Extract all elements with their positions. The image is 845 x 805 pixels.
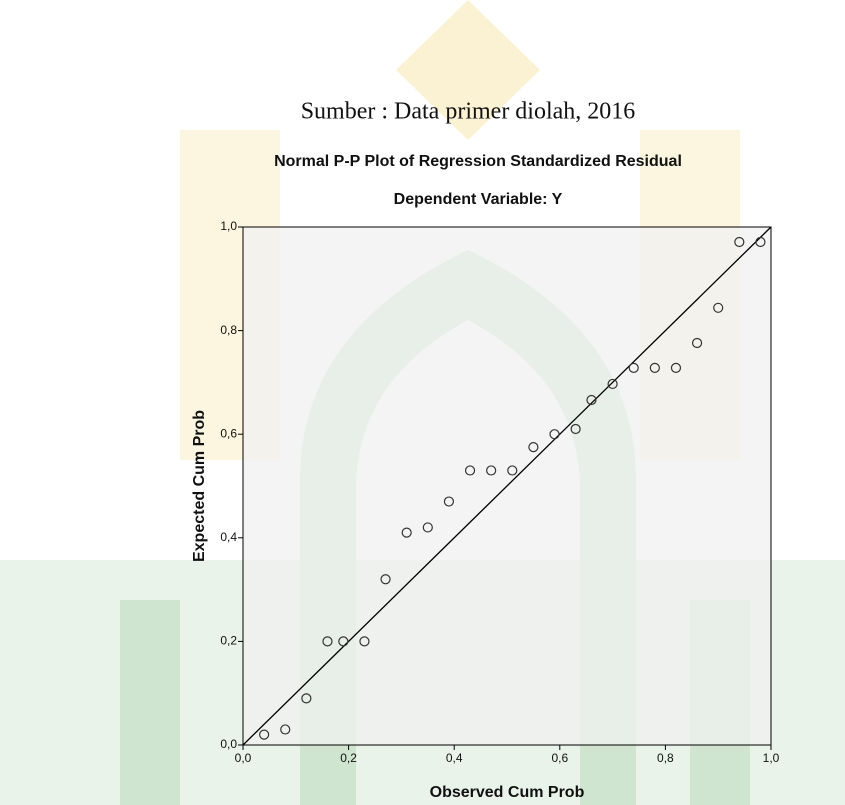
point xyxy=(649,362,660,373)
point xyxy=(670,362,682,373)
point xyxy=(549,429,560,440)
point xyxy=(570,423,581,435)
point xyxy=(528,442,539,453)
caption: Sumber : Data primer diolah, 2016 xyxy=(301,99,636,125)
point xyxy=(464,465,476,476)
y-tick-label: 0,0 xyxy=(220,737,237,751)
point xyxy=(280,724,291,735)
reference-line xyxy=(242,226,772,746)
point xyxy=(486,465,497,476)
y-axis-label: Expected Cum Prob xyxy=(191,410,208,562)
point xyxy=(443,496,455,507)
y-tick-label: 0,8 xyxy=(220,323,237,337)
point xyxy=(586,394,597,406)
point xyxy=(628,362,639,373)
x-tick-label: 0,2 xyxy=(340,751,357,765)
point xyxy=(507,465,518,476)
point xyxy=(755,236,766,248)
point xyxy=(401,527,412,538)
x-tick-label: 0,0 xyxy=(235,751,252,765)
point xyxy=(422,522,433,533)
point xyxy=(380,574,391,585)
x-tick-label: 0,6 xyxy=(551,751,568,765)
x-axis-label: Observed Cum Prob xyxy=(430,784,585,801)
point xyxy=(691,337,703,349)
point xyxy=(301,693,312,704)
y-tick-label: 1,0 xyxy=(220,219,237,233)
point xyxy=(734,236,745,248)
point xyxy=(338,636,349,647)
x-tick-label: 0,4 xyxy=(446,751,463,765)
point xyxy=(713,302,724,313)
x-tick-label: 1,0 xyxy=(763,751,780,765)
point xyxy=(322,636,333,647)
chart-title: Normal P-P Plot of Regression Standardiz… xyxy=(274,153,682,170)
point xyxy=(259,729,270,740)
y-tick-label: 0,4 xyxy=(220,530,237,544)
x-tick-label: 0,8 xyxy=(657,751,674,765)
point xyxy=(607,378,618,390)
point xyxy=(359,636,370,647)
y-tick-label: 0,6 xyxy=(220,426,237,440)
y-tick-label: 0,2 xyxy=(220,634,237,648)
chart-subtitle: Dependent Variable: Y xyxy=(394,191,563,208)
